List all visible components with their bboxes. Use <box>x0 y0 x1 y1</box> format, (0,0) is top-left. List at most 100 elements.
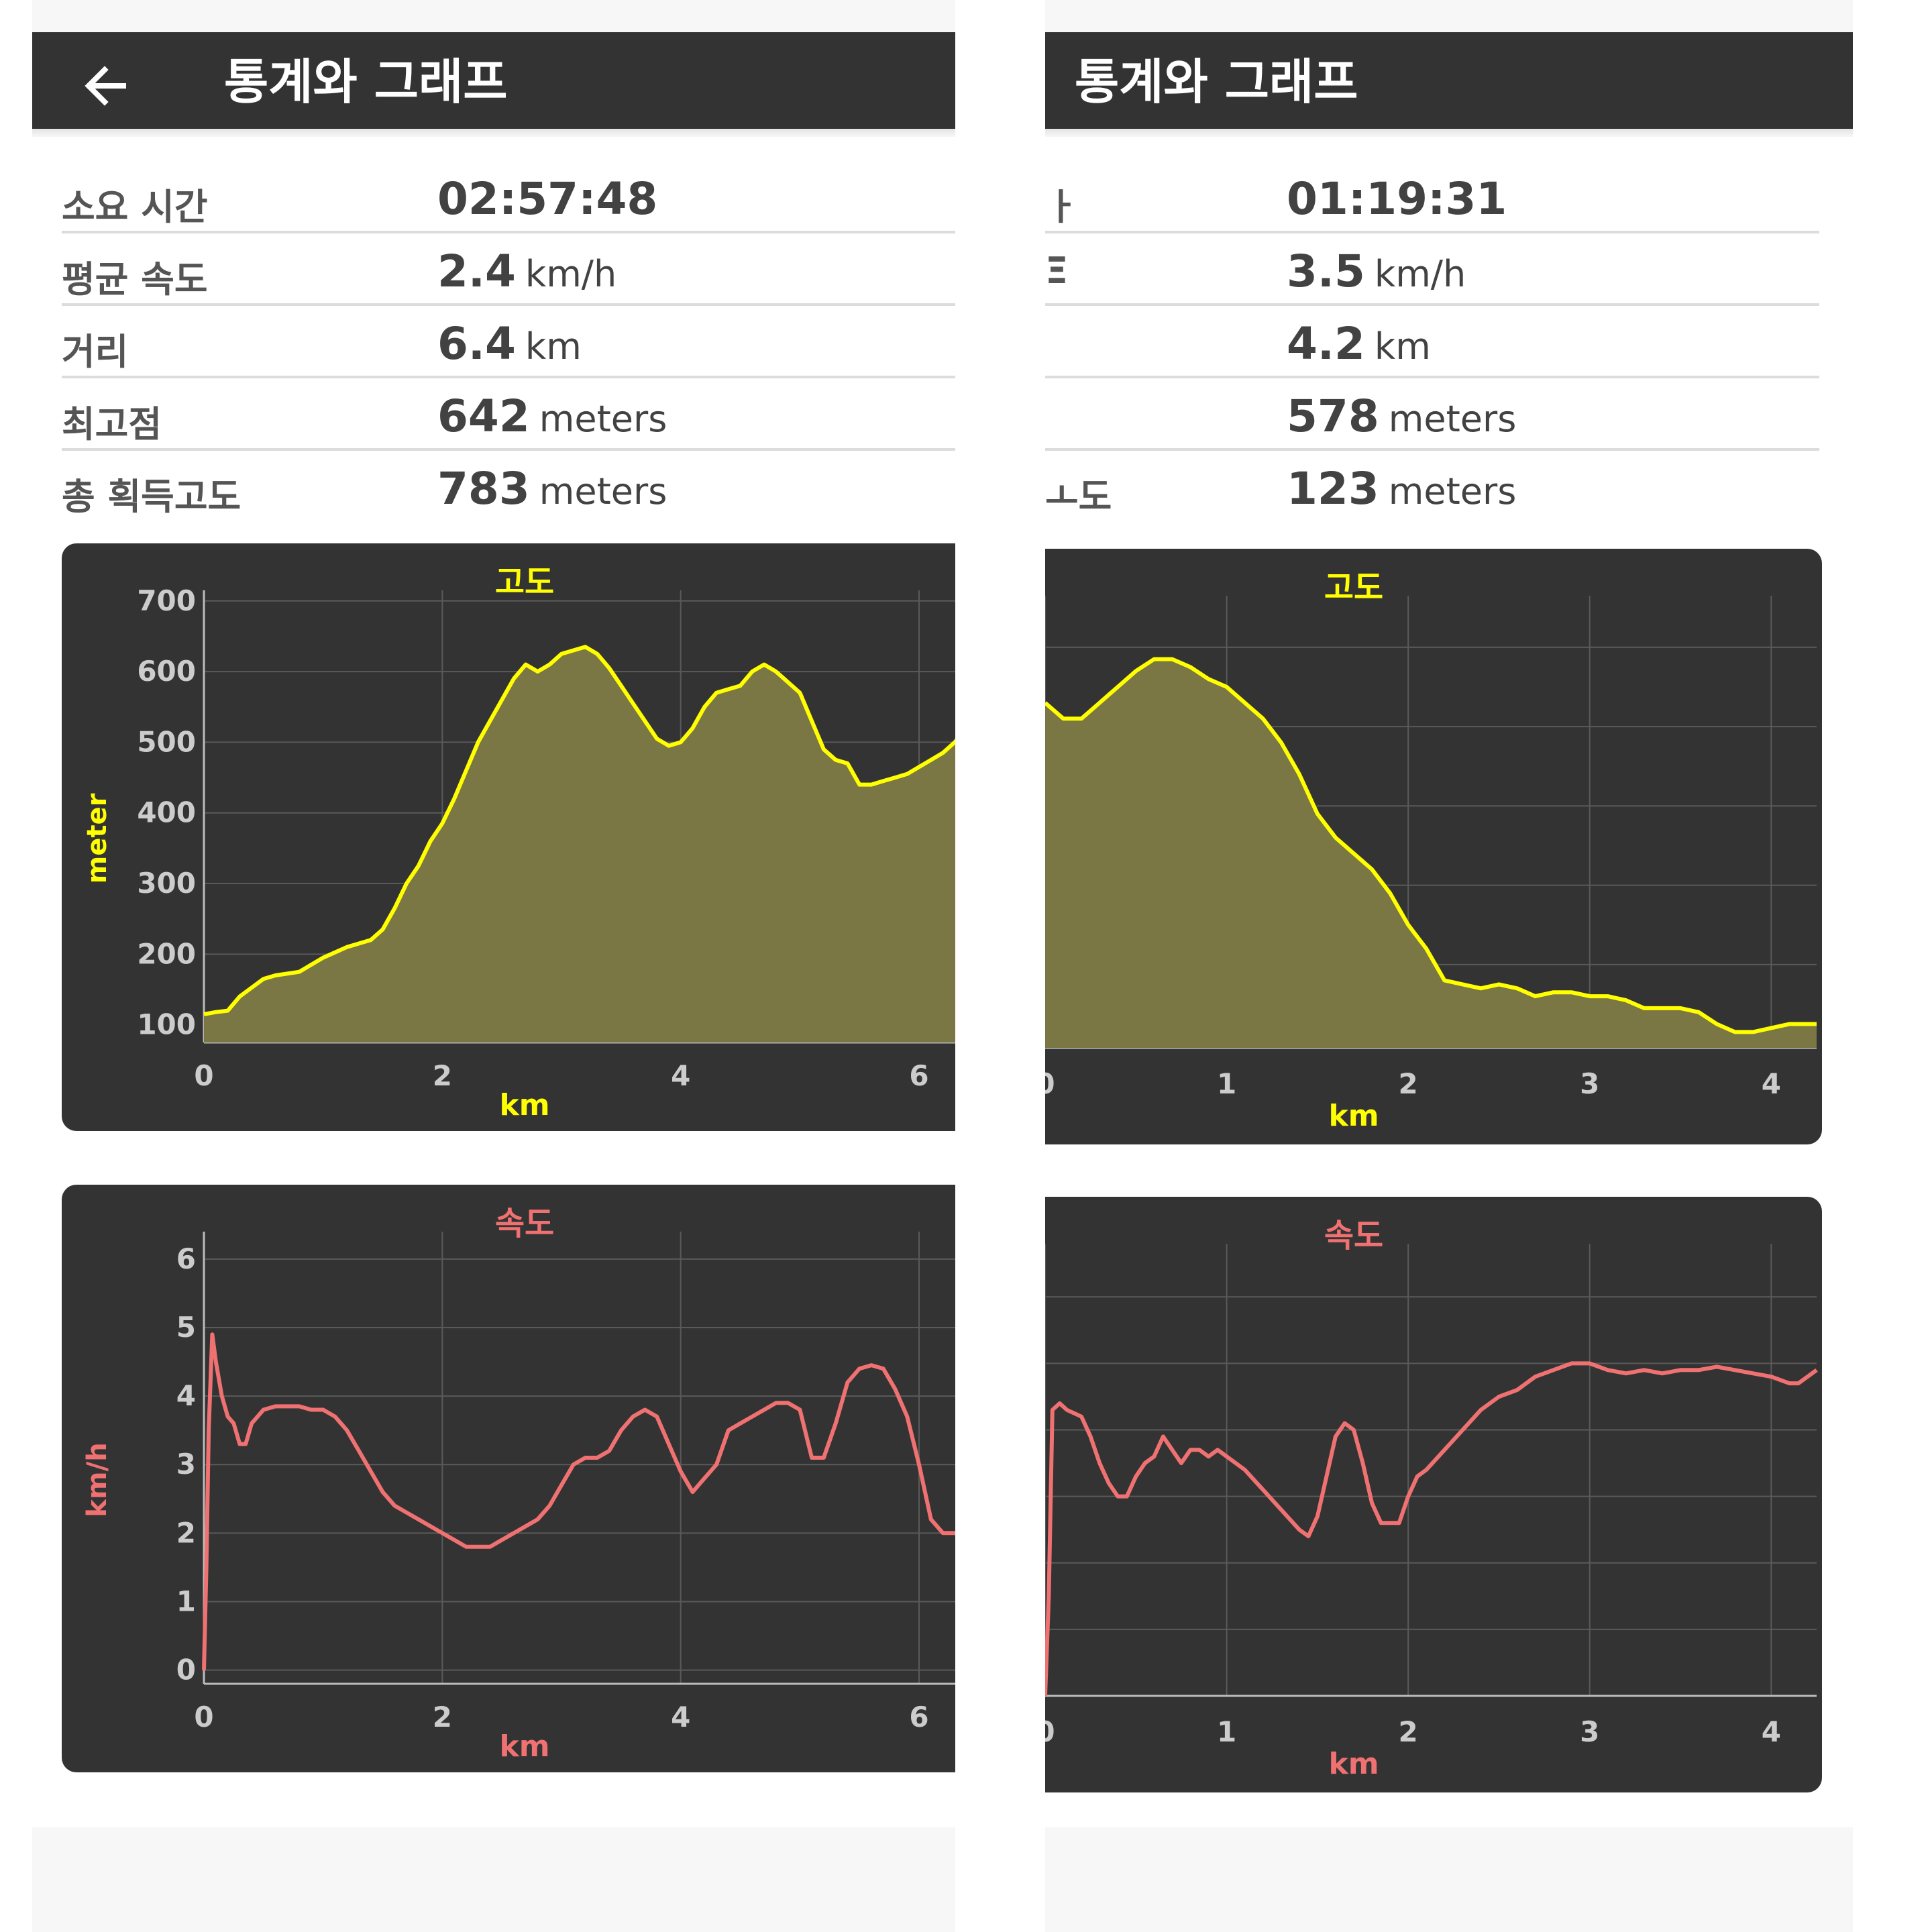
x-tick-label: 4 <box>671 1701 690 1733</box>
stat-label: 거리 <box>62 331 129 373</box>
stat-unit: km <box>525 325 582 368</box>
app-bar: 통계와 그래프 <box>32 32 955 129</box>
stat-unit: meters <box>1388 398 1517 440</box>
x-axis-label: km <box>499 1729 549 1764</box>
x-tick-label: 3 <box>1580 1067 1599 1100</box>
y-tick-label: 0 <box>176 1654 196 1686</box>
stat-number: 01:19:31 <box>1287 173 1507 225</box>
x-tick-label: 2 <box>433 1059 452 1092</box>
stat-row-duration: ㅏ 01:19:31 <box>1045 161 1819 233</box>
x-tick-label: 6 <box>909 1701 928 1733</box>
speed-chart-card: 0 1 2 3 4 5 6 0 2 4 6 속도 km km/h <box>62 1185 955 1772</box>
stats-table: ㅏ 01:19:31 Ξ 3.5 km/h 4.2 km 578 meters ㅗ도 … <box>1045 161 1819 523</box>
app-bar-shadow <box>32 129 955 137</box>
x-tick-label: 4 <box>671 1059 690 1092</box>
screen-right: 통계와 그래프 ㅏ 01:19:31 Ξ 3.5 km/h 4.2 km 578 me… <box>1045 0 1853 1932</box>
stat-number: 6.4 <box>437 318 516 370</box>
y-tick-label: 6 <box>176 1242 196 1275</box>
screen-left: 통계와 그래프 소요 시간 02:57:48 평균 속도 2.4 km/h 거리 … <box>32 0 955 1932</box>
x-tick-label: 3 <box>1580 1715 1599 1748</box>
stat-row-distance: 4.2 km <box>1045 306 1819 378</box>
altitude-chart-card: 0 1 2 3 4 고도 km <box>1045 549 1822 1144</box>
stat-row-total-ascent: 총 획득고도 783 meters <box>62 451 955 523</box>
x-tick-label: 0 <box>194 1059 213 1092</box>
stat-number: 2.4 <box>437 246 516 297</box>
stat-number: 123 <box>1287 463 1379 515</box>
x-tick-label: 1 <box>1217 1715 1236 1748</box>
stat-value: 2.4 km/h <box>437 246 616 297</box>
stat-row-duration: 소요 시간 02:57:48 <box>62 161 955 233</box>
stat-label: 소요 시간 <box>62 186 208 228</box>
arrow-left-icon[interactable] <box>79 59 133 113</box>
stat-unit: meters <box>1388 470 1517 513</box>
stat-row-max-altitude: 최고점 642 meters <box>62 378 955 451</box>
stat-value: 01:19:31 <box>1287 173 1516 225</box>
y-tick-label: 1 <box>176 1585 196 1617</box>
stat-label: Ξ <box>1045 250 1069 292</box>
chart-title: 속도 <box>495 1205 554 1242</box>
stat-number: 642 <box>437 390 530 442</box>
chart-title: 고도 <box>1324 569 1383 606</box>
stat-unit: km/h <box>525 253 617 295</box>
x-tick-label: 1 <box>1217 1067 1236 1100</box>
x-tick-label: 0 <box>1045 1715 1055 1748</box>
altitude-chart: 100 200 300 400 500 600 700 0 2 4 6 고도 km meter <box>82 564 955 1122</box>
x-tick-label: 2 <box>433 1701 452 1733</box>
x-axis-label: km <box>1328 1099 1379 1133</box>
speed-chart-card: 0 1 2 3 4 속도 km <box>1045 1197 1822 1792</box>
stat-label: 총 획득고도 <box>62 476 241 518</box>
stat-unit: meters <box>539 470 667 513</box>
stat-label: ㅏ <box>1045 186 1079 228</box>
stat-label: 최고점 <box>62 403 162 445</box>
stat-value: 02:57:48 <box>437 173 667 225</box>
stat-row-average-speed: 평균 속도 2.4 km/h <box>62 233 955 306</box>
stat-unit: km/h <box>1374 253 1466 295</box>
page-title: 통계와 그래프 <box>1075 54 1358 110</box>
x-tick-label: 4 <box>1762 1715 1781 1748</box>
speed-chart: 0 1 2 3 4 속도 km <box>1045 1217 1818 1781</box>
y-tick-label: 2 <box>176 1516 196 1549</box>
chart-title: 속도 <box>1324 1217 1383 1254</box>
stat-value: 3.5 km/h <box>1287 246 1466 297</box>
stats-content: ㅏ 01:19:31 Ξ 3.5 km/h 4.2 km 578 meters ㅗ도 … <box>1045 137 1853 1827</box>
y-tick-label: 4 <box>176 1379 196 1412</box>
stat-value: 6.4 km <box>437 318 582 370</box>
y-tick-label: 100 <box>137 1008 196 1041</box>
y-tick-label: 5 <box>176 1311 196 1344</box>
x-axis-label: km <box>499 1088 549 1122</box>
stat-row-max-altitude: 578 meters <box>1045 378 1819 451</box>
altitude-chart-card: 100 200 300 400 500 600 700 0 2 4 6 고도 km meter <box>62 543 955 1131</box>
altitude-chart: 0 1 2 3 4 고도 km <box>1045 569 1817 1133</box>
speed-line <box>1045 1361 1818 1697</box>
x-tick-label: 2 <box>1399 1715 1418 1748</box>
y-tick-label: 200 <box>137 937 196 970</box>
stats-content: 소요 시간 02:57:48 평균 속도 2.4 km/h 거리 6.4 km 최고… <box>32 137 955 1827</box>
x-tick-label: 0 <box>194 1701 213 1733</box>
stat-number: 578 <box>1287 390 1379 442</box>
x-tick-label: 4 <box>1762 1067 1781 1100</box>
stat-value: 642 meters <box>437 390 667 442</box>
stat-value: 123 meters <box>1287 463 1516 515</box>
x-tick-label: 6 <box>909 1059 928 1092</box>
speed-line <box>202 1332 955 1670</box>
app-bar: 통계와 그래프 <box>1045 32 1853 129</box>
stat-number: 3.5 <box>1287 246 1365 297</box>
x-tick-label: 2 <box>1399 1067 1418 1100</box>
stat-number: 4.2 <box>1287 318 1365 370</box>
speed-chart: 0 1 2 3 4 5 6 0 2 4 6 속도 km km/h <box>82 1205 955 1764</box>
stat-value: 578 meters <box>1287 390 1516 442</box>
stat-value: 4.2 km <box>1287 318 1431 370</box>
stat-row-distance: 거리 6.4 km <box>62 306 955 378</box>
altitude-line <box>1045 657 1817 1034</box>
stat-number: 783 <box>437 463 530 515</box>
stat-value: 783 meters <box>437 463 667 515</box>
stat-unit: km <box>1374 325 1431 368</box>
altitude-area-fill <box>1045 659 1817 1048</box>
y-tick-label: 600 <box>137 655 196 688</box>
x-axis-label: km <box>1328 1747 1379 1781</box>
stat-label: 평균 속도 <box>62 258 208 301</box>
stat-label: ㅗ도 <box>1045 476 1112 518</box>
page-title: 통계와 그래프 <box>224 54 508 110</box>
stat-row-average-speed: Ξ 3.5 km/h <box>1045 233 1819 306</box>
y-tick-label: 3 <box>176 1448 196 1481</box>
